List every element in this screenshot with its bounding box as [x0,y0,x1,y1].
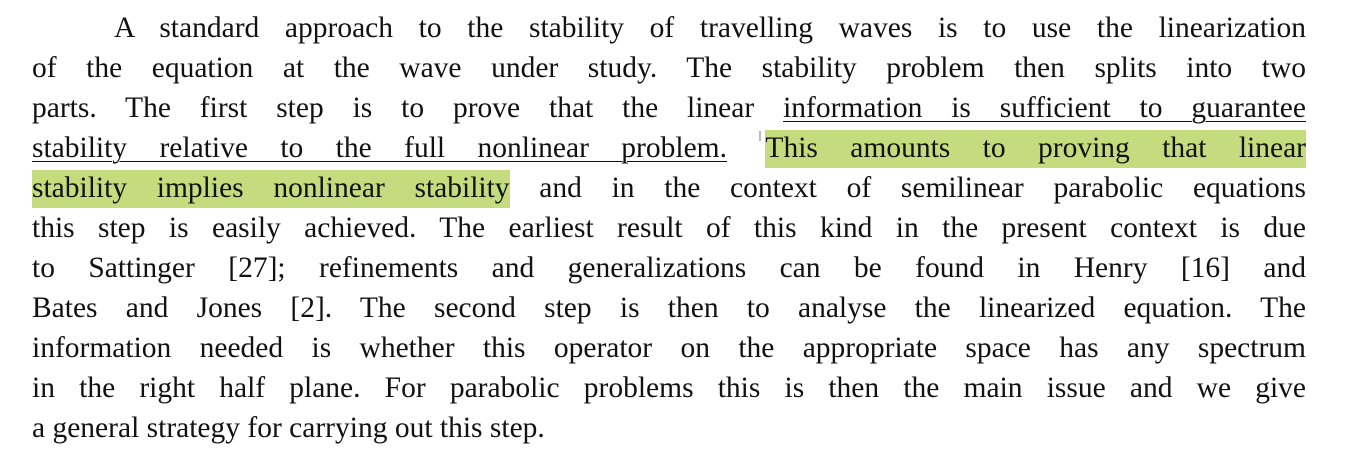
highlighted-phrase-part-2: stability implies nonlinear stability [32,170,510,208]
paper-paragraph: A standard approach to the stability of … [32,8,1306,448]
text-line-2: of the equation at the wave under study.… [32,52,1306,84]
underlined-sentence: stability relative to the full nonlinear… [32,132,727,164]
text-line-3: parts. The first step is to prove that t… [32,88,1306,128]
text-line-3-start: parts. The first step is to prove that t… [32,92,784,124]
text-line-10: in the right half plane. For parabolic p… [32,372,1306,404]
text-line-6: this step is easily achieved. The earlie… [32,212,1306,244]
text-line-9: information needed is whether this opera… [32,332,1306,364]
highlighted-phrase-part-1: This amounts to proving that linear [765,130,1306,168]
text-line-1: A standard approach to the stability of … [114,12,1306,44]
text-line-5-end: and in the context of semilinear parabol… [509,172,1306,204]
underlined-phrase: information is sufficient to guarantee [783,92,1306,124]
text-line-7: to Sattinger [27]; refinements and gener… [32,252,1306,284]
text-line-11: a general strategy for carrying out this… [32,412,545,444]
selection-caret-mark [759,131,762,141]
text-line-5: stability implies nonlinear stability an… [32,168,1306,208]
text-line-8: Bates and Jones [2]. The second step is … [32,292,1306,324]
text-line-4: stability relative to the full nonlinear… [32,128,1306,168]
